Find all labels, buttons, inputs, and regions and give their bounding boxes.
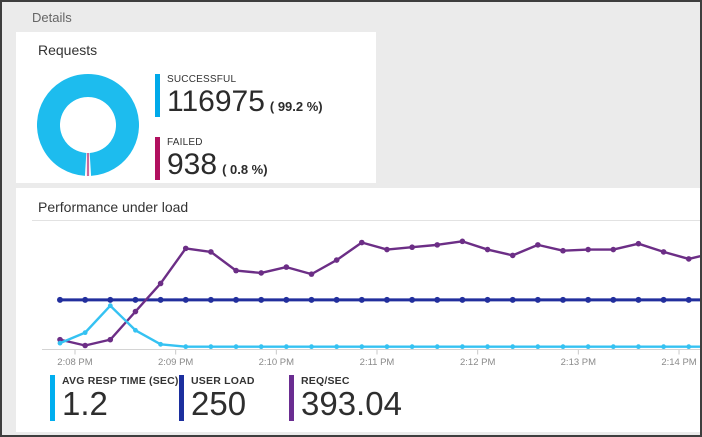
successful-legend-item: SUCCESSFUL 116975 ( 99.2 %)	[155, 74, 323, 117]
user-load-color-bar	[179, 375, 184, 421]
avg-resp-time-color-bar	[50, 375, 55, 421]
requests-donut-chart[interactable]	[32, 69, 144, 181]
failed-color-bar	[155, 137, 160, 180]
failed-label: FAILED	[167, 137, 203, 148]
x-axis-tick-label: 2:09 PM	[158, 357, 193, 368]
x-axis-tick-label: 2:08 PM	[57, 357, 92, 368]
performance-card: Performance under load 2:08 PM 2:09 PM 2:1…	[16, 188, 700, 432]
successful-label: SUCCESSFUL	[167, 74, 237, 85]
req-per-sec-label: REQ/SEC	[301, 375, 350, 387]
avg-resp-time-stat: AVG RESP TIME (SEC) 1.2	[50, 375, 179, 421]
title-divider	[32, 220, 700, 221]
donut-chart-svg[interactable]	[32, 69, 144, 181]
x-axis-tick-label: 2:10 PM	[259, 357, 294, 368]
details-header: Details	[32, 10, 72, 25]
user-load-label: USER LOAD	[191, 375, 255, 387]
user-load-value: 250	[191, 385, 247, 422]
x-axis-tick-label: 2:13 PM	[561, 357, 596, 368]
performance-line-chart-svg[interactable]: 2:08 PM 2:09 PM 2:10 PM 2:11 PM 2:12 PM 2:13 …	[16, 188, 700, 432]
successful-color-bar	[155, 74, 160, 117]
failed-percent: ( 0.8 %)	[222, 162, 268, 177]
user-load-stat: USER LOAD 250	[179, 375, 255, 421]
failed-legend-item: FAILED 938 ( 0.8 %)	[155, 137, 268, 180]
failed-count: 938	[167, 148, 218, 181]
successful-percent: ( 99.2 %)	[269, 99, 323, 114]
x-axis-tick-label: 2:11 PM	[360, 357, 395, 368]
req-per-sec-color-bar	[289, 375, 294, 421]
successful-count: 116975	[167, 85, 265, 118]
avg-resp-time-value: 1.2	[62, 385, 108, 422]
req-per-sec-value: 393.04	[301, 385, 402, 422]
x-axis-tick-label: 2:12 PM	[460, 357, 495, 368]
x-axis-tick-label: 2:14 PM	[661, 357, 696, 368]
req-per-sec-stat: REQ/SEC 393.04	[289, 375, 402, 421]
avg-resp-time-label: AVG RESP TIME (SEC)	[62, 375, 179, 387]
performance-card-title: Performance under load	[38, 199, 189, 215]
requests-card-title: Requests	[38, 42, 98, 58]
requests-card: Requests SUCCESSFUL 116975 ( 99.2 %) FAI…	[16, 32, 376, 183]
